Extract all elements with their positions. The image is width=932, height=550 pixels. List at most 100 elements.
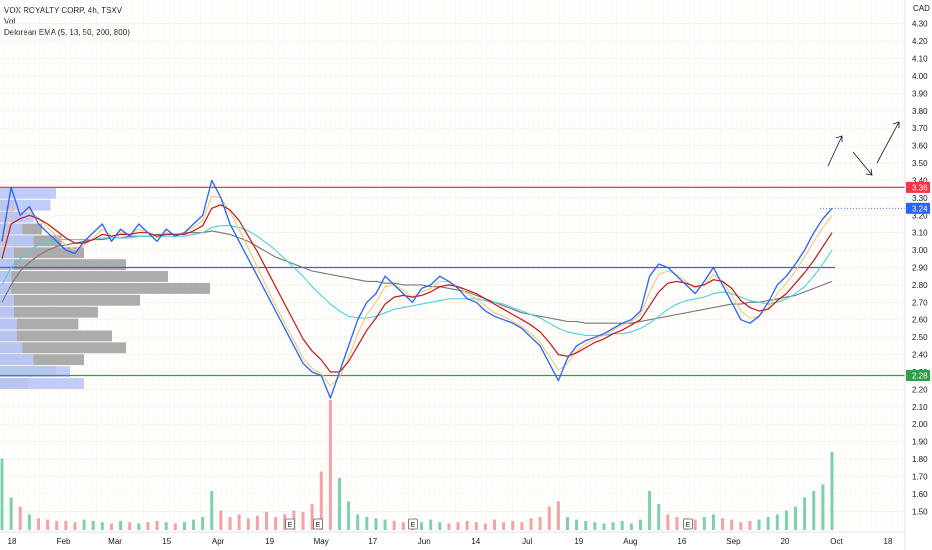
volume-bar [602,523,606,530]
y-tick-label: 3.30 [912,194,928,203]
volume-bar [465,520,469,530]
profile-up-bar [0,378,84,389]
x-tick-label: Sep [726,537,741,546]
volume-bar [711,514,715,530]
volume-bar [401,522,405,530]
volume-bar [648,491,652,530]
earnings-event-marker[interactable]: E [683,518,693,530]
volume-bar [748,520,752,530]
volume-bar [392,520,396,530]
volume-bar [538,517,542,530]
price-line-group [1,179,833,399]
volume-bar [784,510,788,530]
volume-bar [91,520,95,530]
volume-bar [438,522,442,530]
volume-bar [182,522,186,530]
profile-up-bar [0,354,34,366]
profile-down-bar [0,330,112,342]
y-tick-label: 4.10 [912,55,928,64]
x-tick-label: Feb [57,537,71,546]
y-tick-label: 2.40 [912,351,928,360]
profile-down-bar [0,354,84,366]
svg-text:E: E [288,522,293,529]
y-tick-label: 2.00 [912,420,928,429]
y-axis[interactable]: CAD 4.30 4.20 4.10 4.00 3.90 3.80 3.70 3.60 3.50 3… [904,0,930,550]
x-tick-label: 16 [677,537,686,546]
ema50-line [1,225,833,336]
volume-bar [429,519,433,530]
volume-bar [775,514,779,530]
volume-bar [46,519,50,530]
price-tags: 3.36 2.28 3.24 [906,181,930,381]
y-tick-label: 3.40 [912,176,928,185]
x-tick-label: 18 [8,537,17,546]
profile-up-bar [0,187,56,199]
projection-arrow-up-1 [827,135,843,167]
profile-up-bar [0,271,12,282]
profile-down-bar [0,342,126,354]
volume-bar [693,519,697,530]
volume-bar [702,517,706,530]
volume-bar [383,519,387,530]
volume-bar [109,523,113,530]
earnings-event-marker[interactable]: E [408,518,418,530]
volume-bar [757,519,761,530]
y-tick-label: 1.80 [912,455,928,464]
volume-bar [36,518,40,530]
volume-bar [64,520,68,530]
volume-bar [337,478,341,530]
x-tick-label: Jun [418,537,431,546]
x-tick-label: Mar [108,537,122,546]
volume-bar [529,518,533,530]
y-tick-label: 3.70 [912,124,928,133]
volume-bar [246,518,250,530]
volume-bar [456,522,460,530]
volume-bar [584,520,588,530]
volume-bar [274,517,278,530]
profile-up-bar [0,282,12,294]
volume-bar [547,506,551,530]
volume-bar [301,511,305,530]
profile-up-bar [0,223,23,235]
profile-up-bar [0,235,34,247]
volume-bar [137,523,141,530]
volume-label: Vol [4,17,16,26]
volume-bar [565,517,569,530]
y-tick-label: 2.70 [912,298,928,307]
projection-arrow-up-2 [876,121,900,164]
volume-bar [593,522,597,530]
volume-bar [739,522,743,530]
profile-up-bar [0,342,23,354]
profile-up-bar [0,259,14,271]
indicator-label: Delorean EMA (5, 13, 50, 200, 800) [4,28,130,37]
profile-down-bar [0,282,210,294]
svg-text:E: E [686,522,691,529]
x-axis[interactable]: 18 Feb Mar 15 Apr 19 May 17 Jun 14 Jul 19 Aug 16 Sep 20… [0,531,905,546]
volume-bar [164,522,168,530]
x-tick-label: 19 [574,537,583,546]
volume-bar [27,514,31,530]
volume-bar [666,514,670,530]
volume-bar [830,452,834,530]
y-tick-label: 1.90 [912,438,928,447]
earnings-event-marker[interactable]: E [313,518,323,530]
volume-bar [73,522,77,530]
volume-bar [474,522,478,530]
chart-legend: VOX ROYALTY CORP, 4h, TSXV Vol Delorean … [4,5,130,38]
volume-bar [255,515,259,530]
grid [0,0,905,532]
volume-bar [283,514,287,530]
y-tick-label: 2.50 [912,333,928,342]
svg-text:3.36: 3.36 [912,183,928,192]
x-tick-label: Oct [830,537,843,546]
x-tick-label: 15 [162,537,171,546]
y-tick-label: 3.50 [912,159,928,168]
earnings-event-marker[interactable]: E [285,518,295,530]
y-tick-label: 2.90 [912,264,928,273]
volume-bar [365,517,369,530]
volume-bars [0,400,834,530]
x-tick-label: Jul [522,537,532,546]
volume-bar [483,523,487,530]
volume-bar [730,519,734,530]
